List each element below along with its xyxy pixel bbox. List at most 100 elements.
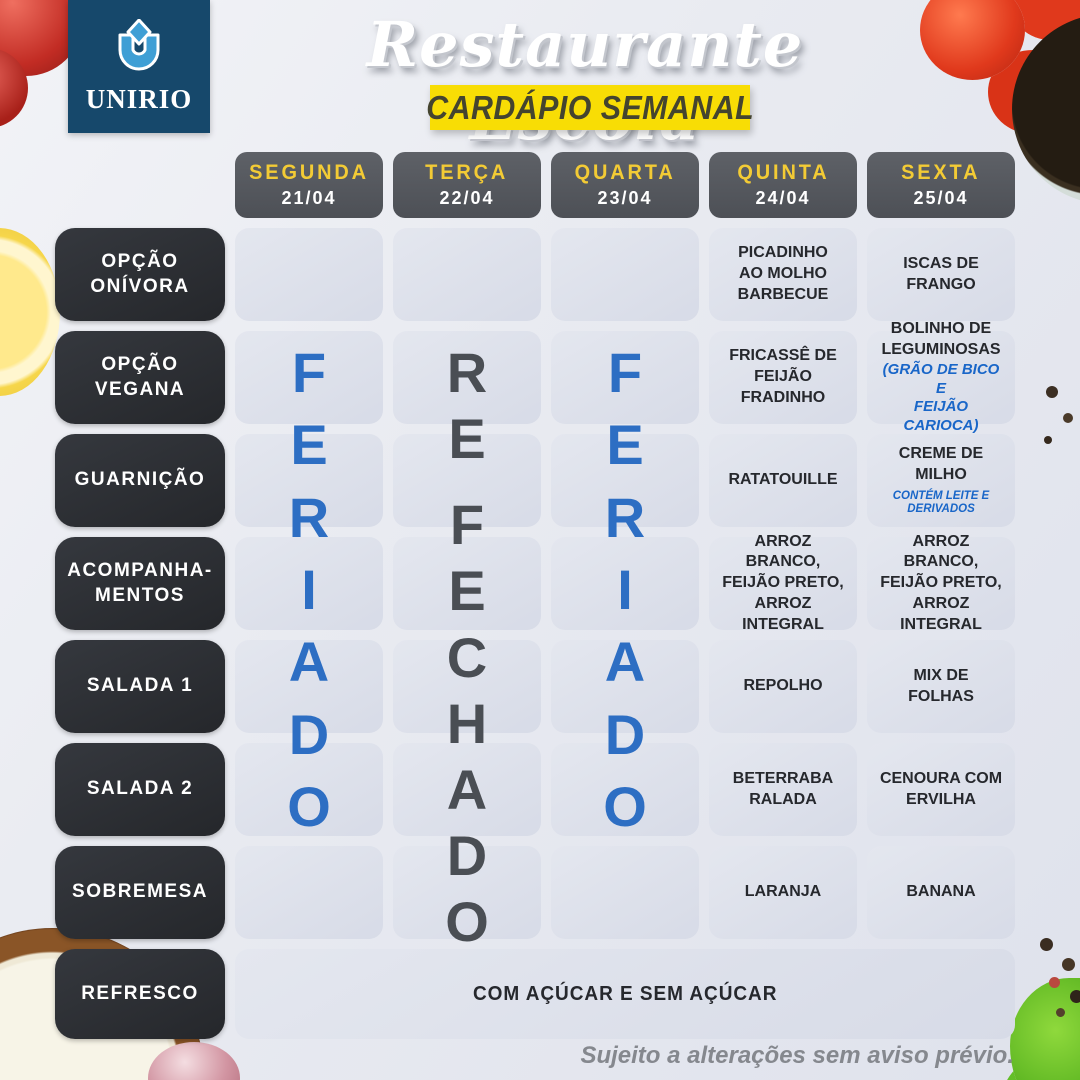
- menu-cell: BETERRABA RALADA: [709, 743, 857, 836]
- category-label: SALADA 2: [55, 743, 225, 836]
- day-date-label: 21/04: [281, 188, 337, 208]
- day-header-terça: TERÇA 22/04: [393, 152, 541, 218]
- overlay-letter: F: [291, 341, 327, 404]
- menu-cell: ARROZ BRANCO, FEIJÃO PRETO, ARROZ INTEGR…: [709, 533, 857, 633]
- overlay-letter: I: [617, 557, 633, 621]
- category-label: SOBREMESA: [55, 846, 225, 939]
- overlay-letter: R: [446, 341, 488, 404]
- overlay-letter: E: [290, 413, 328, 477]
- day-date-label: 24/04: [755, 188, 811, 208]
- menu-cell-empty: [235, 228, 383, 321]
- menu-cell: PICADINHO AO MOLHO BARBECUE: [709, 228, 857, 321]
- category-label: OPÇÃO VEGANA: [55, 331, 225, 424]
- menu-item-text: CENOURA COM ERVILHA: [879, 769, 1003, 808]
- overlay-letter: H: [446, 691, 488, 755]
- menu-cell-empty: [393, 331, 541, 424]
- day-name-label: QUARTA: [574, 161, 676, 184]
- overlay-letter: D: [288, 702, 330, 766]
- menu-cell: MIX DE FOLHAS: [867, 640, 1015, 733]
- overlay-letter: R: [288, 485, 330, 549]
- category-label: GUARNIÇÃO: [55, 434, 225, 527]
- unirio-logo: UNIRIO: [68, 0, 210, 133]
- menu-cell: REPOLHO: [709, 640, 857, 733]
- refresco-text: COM AÇÚCAR E SEM AÇÚCAR: [472, 983, 778, 1005]
- tomatoes-photo: [920, 0, 1025, 80]
- day-date-label: 23/04: [597, 188, 653, 208]
- overlay-letter: O: [445, 889, 489, 953]
- menu-item-note: (GRÃO DE BICO E FEIJÃO CARIOCA): [882, 360, 1000, 435]
- menu-item-text: RATATOUILLE: [728, 471, 838, 489]
- menu-item-text: BANANA: [906, 883, 976, 901]
- menu-item-text: LARANJA: [744, 883, 822, 901]
- menu-cell-empty: [551, 846, 699, 939]
- menu-cell-empty: [235, 537, 383, 630]
- menu-cell-empty: [393, 228, 541, 321]
- menu-item-text: ISCAS DE FRANGO: [903, 254, 979, 293]
- basil-photo: [1010, 978, 1080, 1080]
- overlay-letter: O: [603, 774, 647, 838]
- unirio-u-icon: [118, 18, 160, 70]
- menu-cell-empty: [393, 743, 541, 836]
- menu-cell-empty: [393, 537, 541, 630]
- menu-cell: RATATOUILLE: [709, 434, 857, 527]
- menu-item-text: BOLINHO DE LEGUMINOSAS: [881, 320, 1001, 358]
- menu-cell: BANANA: [867, 846, 1015, 939]
- peppercorns-bottom-photo: [1040, 938, 1053, 951]
- day-header-sexta: SEXTA 25/04: [867, 152, 1015, 218]
- menu-cell: ISCAS DE FRANGO: [867, 228, 1015, 321]
- refresco-cell: COM AÇÚCAR E SEM AÇÚCAR: [235, 949, 1015, 1039]
- menu-grid: SEGUNDA 21/04 TERÇA 22/04 QUARTA 23/04 QUINTA 2…: [55, 152, 1015, 1039]
- day-name-label: TERÇA: [425, 161, 509, 184]
- day-name-label: SEGUNDA: [249, 161, 369, 184]
- menu-cell-empty: [551, 640, 699, 733]
- menu-cell-empty: [235, 331, 383, 424]
- grid-corner-spacer: [55, 152, 225, 218]
- overlay-letter: I: [301, 557, 317, 621]
- menu-item-text: MIX DE FOLHAS: [908, 666, 974, 705]
- overlay-letter: E: [448, 407, 486, 471]
- menu-item-note: CONTÉM LEITE E DERIVADOS: [892, 489, 990, 516]
- overlay-letter: F: [449, 493, 485, 557]
- menu-cell-empty: [393, 846, 541, 939]
- category-label: OPÇÃO ONÍVORA: [55, 228, 225, 321]
- menu-cell-empty: [551, 228, 699, 321]
- day-header-segunda: SEGUNDA 21/04: [235, 152, 383, 218]
- menu-item-text: CREME DE MILHO: [898, 444, 984, 483]
- day-date-label: 22/04: [439, 188, 495, 208]
- unirio-logo-text: UNIRIO: [85, 83, 193, 114]
- page-title: Restaurante Escola: [366, 8, 804, 154]
- menu-cell-empty: [551, 434, 699, 527]
- menu-cell-empty: [235, 846, 383, 939]
- menu-item-text: ARROZ BRANCO, FEIJÃO PRETO, ARROZ INTEGR…: [722, 532, 844, 633]
- category-label: SALADA 1: [55, 640, 225, 733]
- overlay-letter: A: [288, 630, 330, 694]
- menu-cell: FRICASSÊ DE FEIJÃO FRADINHO: [709, 331, 857, 424]
- peppercorns-right-photo: [1046, 386, 1058, 398]
- menu-cell-empty: [551, 743, 699, 836]
- menu-cell-empty: [235, 640, 383, 733]
- subtitle-banner: CARDÁPIO SEMANAL: [426, 85, 753, 130]
- menu-item-text: ARROZ BRANCO, FEIJÃO PRETO, ARROZ INTEGR…: [880, 532, 1002, 633]
- menu-item-text: REPOLHO: [743, 677, 823, 695]
- day-name-label: QUINTA: [736, 161, 830, 184]
- lemon-photo: [0, 228, 60, 396]
- day-header-quarta: QUARTA 23/04: [551, 152, 699, 218]
- overlay-letter: A: [604, 630, 646, 694]
- day-header-quinta: QUINTA 24/04: [709, 152, 857, 218]
- menu-item-text: BETERRABA RALADA: [732, 769, 834, 808]
- overlay-letter: D: [604, 702, 646, 766]
- menu-cell-empty: [235, 434, 383, 527]
- overlay-letter: E: [606, 413, 644, 477]
- overlay-letter: A: [446, 757, 488, 821]
- menu-cell: CENOURA COM ERVILHA: [867, 743, 1015, 836]
- menu-cell: BOLINHO DE LEGUMINOSAS (GRÃO DE BICO E FE…: [867, 320, 1015, 434]
- footer-disclaimer: Sujeito a alterações sem aviso prévio.: [580, 1042, 1014, 1069]
- menu-cell-empty: [551, 537, 699, 630]
- menu-item-text: FRICASSÊ DE FEIJÃO FRADINHO: [729, 347, 837, 406]
- category-label: ACOMPANHA- MENTOS: [55, 537, 225, 630]
- menu-cell-empty: [393, 640, 541, 733]
